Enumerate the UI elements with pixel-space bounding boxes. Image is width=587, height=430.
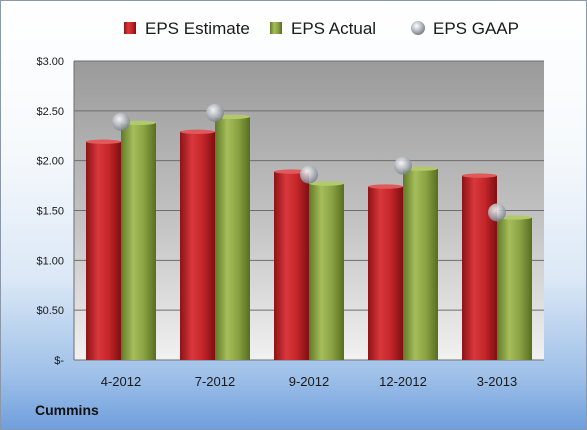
eps-gaap-marker — [300, 165, 318, 184]
y-tick-label: $0.50 — [36, 305, 64, 317]
eps-estimate-bar — [368, 186, 403, 360]
legend-label: EPS GAAP — [433, 19, 519, 38]
x-tick-label: 12-2012 — [379, 374, 427, 389]
x-tick-label: 7-2012 — [195, 374, 235, 389]
eps-estimate-bar-cap — [86, 139, 121, 144]
company-name: Cummins — [35, 402, 99, 418]
legend-swatch — [270, 22, 282, 34]
legend-swatch — [411, 21, 425, 35]
eps-actual-bar-cap — [309, 181, 344, 186]
eps-estimate-bar-cap — [180, 129, 215, 134]
y-tick-label: $2.50 — [36, 106, 64, 118]
eps-gaap-marker — [206, 103, 224, 122]
legend-swatch — [124, 22, 136, 34]
legend-label: EPS Estimate — [145, 19, 250, 38]
eps-estimate-bar-cap — [462, 173, 497, 178]
y-tick-label: $1.50 — [36, 206, 64, 218]
y-tick-label: $3.00 — [36, 56, 64, 68]
y-tick-label: $2.00 — [36, 156, 64, 168]
eps-actual-bar-cap — [497, 215, 532, 220]
eps-actual-bar — [309, 183, 344, 360]
eps-actual-bar — [121, 122, 156, 360]
eps-estimate-bar — [274, 171, 309, 360]
x-tick-label: 3-2013 — [477, 374, 517, 389]
y-tick-label: $1.00 — [36, 255, 64, 267]
x-tick-label: 4-2012 — [101, 374, 141, 389]
eps-estimate-bar — [462, 175, 497, 360]
x-tick-label: 9-2012 — [289, 374, 329, 389]
eps-estimate-bar-cap — [368, 184, 403, 189]
eps-actual-bar-cap — [215, 114, 250, 120]
eps-gaap-marker — [112, 112, 130, 131]
eps-gaap-marker — [488, 203, 506, 222]
eps-estimate-bar — [180, 131, 215, 360]
eps-gaap-marker — [394, 156, 412, 175]
legend-label: EPS Actual — [291, 19, 376, 38]
eps-actual-bar — [497, 217, 532, 360]
eps-estimate-bar — [86, 141, 121, 360]
eps-actual-bar — [403, 168, 438, 360]
y-tick-label: $- — [54, 355, 64, 367]
eps-actual-bar — [215, 116, 250, 361]
